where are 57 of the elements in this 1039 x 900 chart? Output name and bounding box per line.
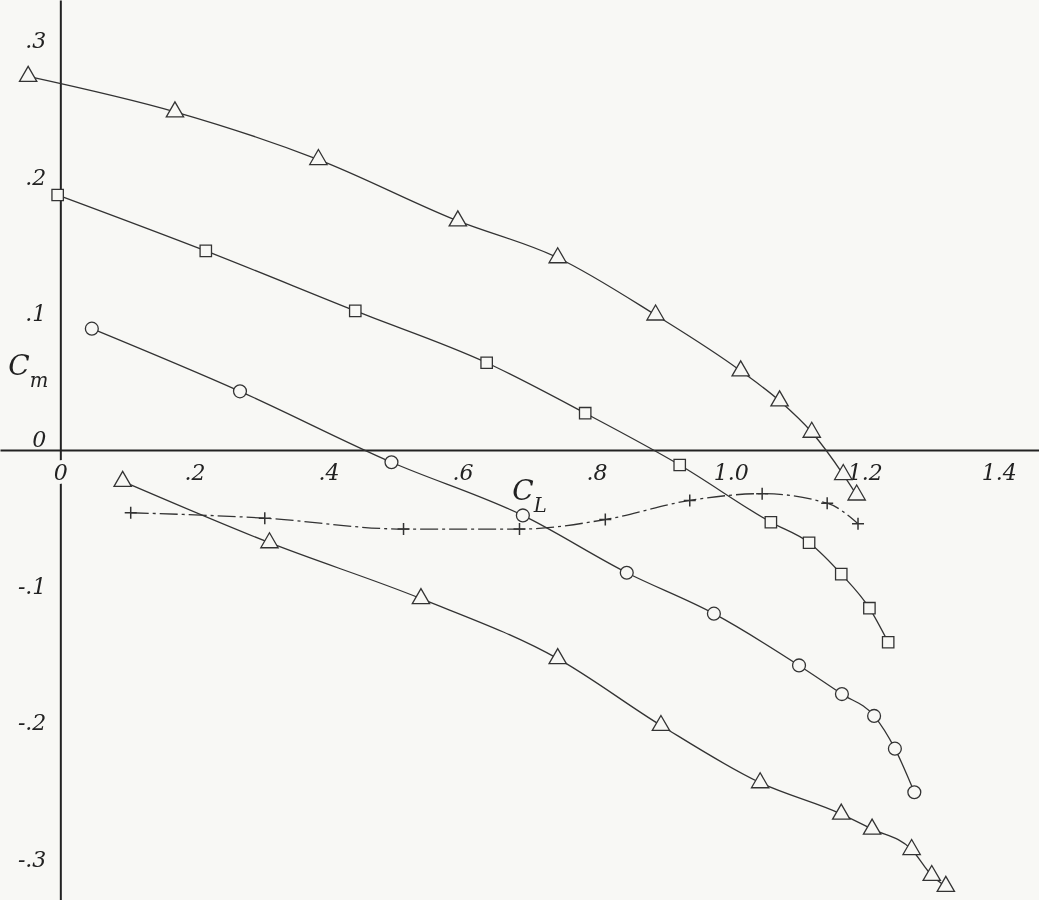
point <box>764 515 778 529</box>
point <box>651 714 671 732</box>
point <box>922 864 942 882</box>
point <box>578 406 592 420</box>
point <box>396 522 411 536</box>
y-tick-label: 0 <box>32 427 47 453</box>
point <box>411 587 431 605</box>
point <box>480 356 494 370</box>
y-tick-label: .1 <box>25 301 47 327</box>
y-tick-label: -.1 <box>17 573 47 599</box>
y-tick-label: -.3 <box>17 846 47 872</box>
point <box>936 875 956 893</box>
point <box>199 244 213 258</box>
point <box>598 512 613 527</box>
point <box>862 818 882 835</box>
point <box>512 522 527 536</box>
point <box>51 188 64 202</box>
point <box>706 606 721 621</box>
point <box>831 803 851 820</box>
point <box>802 536 816 550</box>
x-tick-label: 1.2 <box>847 459 883 485</box>
x-axis-title: C$_{L}$ <box>512 474 547 517</box>
point <box>348 304 362 318</box>
x-tick-label: 1.0 <box>713 459 749 485</box>
point <box>619 565 634 580</box>
y-tick-label: -.2 <box>17 710 47 736</box>
x-tick-label: .8 <box>586 459 608 485</box>
point <box>683 493 697 508</box>
point <box>755 486 769 501</box>
point <box>863 601 876 615</box>
y-tick-label: .2 <box>25 164 47 190</box>
point <box>84 321 99 336</box>
x-tick-label: .6 <box>452 459 474 485</box>
point <box>750 772 770 789</box>
point <box>258 511 272 525</box>
y-axis-title: C$_{m}$ <box>8 349 49 392</box>
y-tick-label: .3 <box>25 28 47 54</box>
point <box>887 741 902 756</box>
point <box>834 567 848 581</box>
point <box>851 516 865 531</box>
point <box>548 647 568 665</box>
x-tick-label: 1.4 <box>981 459 1017 485</box>
point <box>384 455 399 470</box>
point <box>515 508 530 523</box>
x-tick-label: .4 <box>318 459 340 485</box>
point <box>881 635 895 649</box>
point <box>260 532 279 549</box>
point <box>834 687 850 702</box>
point <box>867 708 882 723</box>
x-tick-label: .2 <box>184 459 206 485</box>
point <box>673 458 687 472</box>
point <box>791 658 807 673</box>
point <box>232 384 248 399</box>
point <box>907 785 922 800</box>
point <box>820 496 834 510</box>
point <box>902 838 921 856</box>
point <box>123 505 138 520</box>
